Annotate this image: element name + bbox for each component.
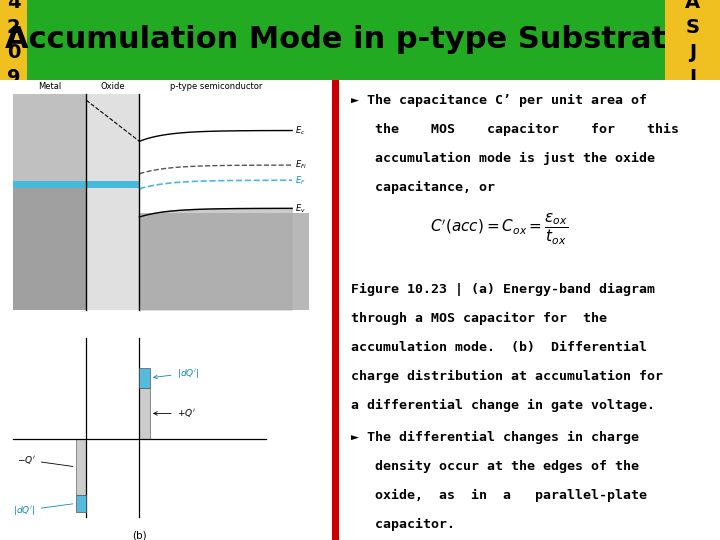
Text: 4
2
0
9: 4 2 0 9	[7, 0, 20, 87]
Text: $E_F$: $E_F$	[295, 174, 306, 186]
Text: density occur at the edges of the: density occur at the edges of the	[351, 460, 639, 472]
Text: a differential change in gate voltage.: a differential change in gate voltage.	[351, 399, 654, 413]
Bar	[140, 213, 309, 310]
Polygon shape	[140, 208, 292, 310]
Text: A
S
J
I: A S J I	[685, 0, 701, 87]
Text: $C'(acc) = C_{ox} = \dfrac{\epsilon_{ox}}{t_{ox}}$: $C'(acc) = C_{ox} = \dfrac{\epsilon_{ox}…	[430, 212, 568, 247]
Bar	[13, 188, 86, 310]
Text: $-Q'$: $-Q'$	[17, 454, 73, 467]
Text: capacitance, or: capacitance, or	[351, 181, 495, 194]
Text: $E_{Fi}$: $E_{Fi}$	[295, 159, 307, 171]
Bar	[140, 368, 150, 388]
Bar	[13, 94, 86, 310]
Text: the    MOS    capacitor    for    this: the MOS capacitor for this	[351, 123, 678, 136]
Bar	[86, 94, 140, 310]
Text: through a MOS capacitor for  the: through a MOS capacitor for the	[351, 312, 606, 325]
Text: $E_v$: $E_v$	[295, 202, 306, 214]
Bar	[76, 495, 86, 512]
Text: $E_c$: $E_c$	[295, 124, 306, 137]
Text: $+Q'$: $+Q'$	[154, 408, 196, 420]
Text: accumulation mode.  (b)  Differential: accumulation mode. (b) Differential	[351, 341, 647, 354]
Bar	[13, 181, 140, 188]
Text: (b): (b)	[132, 531, 147, 540]
Text: p-type semiconductor: p-type semiconductor	[170, 83, 262, 91]
Text: oxide,  as  in  a   parallel-plate: oxide, as in a parallel-plate	[351, 489, 647, 502]
Text: Accumulation Mode in p-type Substrate: Accumulation Mode in p-type Substrate	[6, 25, 687, 55]
Text: ► The differential changes in charge: ► The differential changes in charge	[351, 430, 639, 443]
Text: accumulation mode is just the oxide: accumulation mode is just the oxide	[351, 152, 654, 165]
Text: $|dQ'|$: $|dQ'|$	[14, 504, 73, 517]
Text: ► The capacitance C’ per unit area of: ► The capacitance C’ per unit area of	[351, 94, 647, 107]
Bar	[76, 439, 86, 495]
Text: charge distribution at accumulation for: charge distribution at accumulation for	[351, 370, 662, 383]
Text: Figure 10.23 | (a) Energy-band diagram: Figure 10.23 | (a) Energy-band diagram	[351, 284, 654, 296]
Text: capacitor.: capacitor.	[351, 517, 454, 530]
Text: Oxide: Oxide	[101, 83, 125, 91]
Text: Metal: Metal	[38, 83, 61, 91]
Bar	[140, 388, 150, 439]
Text: $|dQ'|$: $|dQ'|$	[153, 367, 199, 380]
